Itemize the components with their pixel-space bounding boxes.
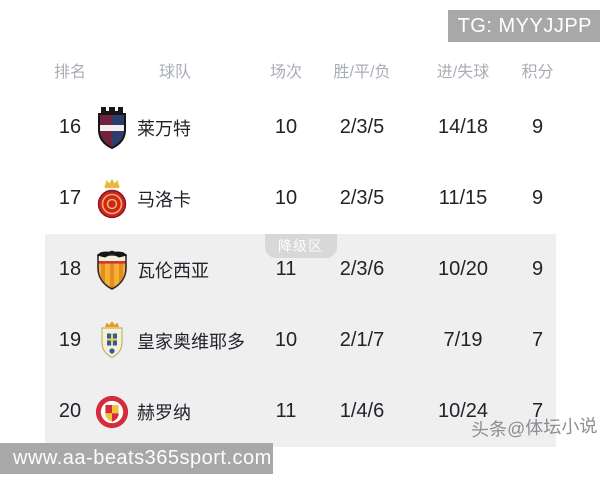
team-name: 赫罗纳	[137, 402, 191, 423]
table-row[interactable]: 17 马洛卡 10 2/3/5 11/15 9	[45, 163, 556, 234]
table-row[interactable]: 19 皇家奥维耶多 10 2/1/7 7/19 7	[45, 305, 556, 376]
team-name: 瓦伦西亚	[137, 260, 209, 281]
wdl-cell: 2/3/5	[339, 187, 385, 209]
header-points: 积分	[521, 64, 554, 81]
played-cell: 10	[274, 187, 298, 209]
rank-cell: 16	[58, 116, 82, 138]
goals-cell: 11/15	[438, 187, 488, 209]
standings-table: 排名 球队 场次 胜/平/负 进/失球 积分 16 莱万特 10 2/3/5 1…	[45, 48, 556, 447]
valencia-crest-icon	[95, 247, 129, 293]
table-rows-relegation: 18 瓦伦西亚 11 2/3/6 10/20 9 19	[45, 234, 556, 447]
points-cell: 7	[531, 329, 544, 351]
rank-cell: 17	[58, 187, 82, 209]
header-goals: 进/失球	[436, 64, 490, 81]
relegation-zone-label: 降级区	[278, 238, 323, 254]
played-cell: 11	[275, 400, 297, 422]
footer-url-bar: www.aa-beats365sport.com	[0, 443, 273, 474]
girona-crest-icon	[95, 389, 129, 435]
team-cell: 瓦伦西亚	[95, 247, 255, 293]
team-name: 马洛卡	[137, 189, 191, 210]
goals-cell: 10/20	[437, 258, 489, 280]
goals-cell: 14/18	[437, 116, 489, 138]
header-team: 球队	[158, 64, 191, 81]
rank-cell: 20	[58, 400, 82, 422]
played-cell: 10	[274, 329, 298, 351]
team-name: 皇家奥维耶多	[137, 331, 245, 352]
telegram-badge-text: TG: MYYJJPP	[457, 14, 592, 37]
team-cell: 莱万特	[95, 105, 255, 151]
telegram-badge: TG: MYYJJPP	[447, 10, 600, 42]
goals-cell: 10/24	[437, 400, 489, 422]
oviedo-crest-icon	[95, 318, 129, 364]
watermark-text: 头条@体坛小说	[470, 415, 598, 441]
points-cell: 9	[531, 258, 544, 280]
points-cell: 9	[531, 187, 544, 209]
mallorca-crest-icon	[95, 176, 129, 222]
team-name: 莱万特	[137, 118, 191, 139]
relegation-zone: 降级区 18 瓦伦西亚 11 2/3/6 10/20 9 19	[45, 234, 556, 447]
goals-cell: 7/19	[443, 329, 483, 351]
table-row[interactable]: 18 瓦伦西亚 11 2/3/6 10/20 9	[45, 234, 556, 305]
wdl-cell: 2/3/6	[339, 258, 385, 280]
points-cell: 9	[531, 116, 544, 138]
wdl-cell: 2/3/5	[339, 116, 385, 138]
team-cell: 马洛卡	[95, 176, 255, 222]
relegation-zone-tab: 降级区	[264, 234, 337, 258]
points-cell: 7	[531, 400, 544, 422]
team-cell: 皇家奥维耶多	[95, 318, 255, 364]
header-rank: 排名	[53, 64, 86, 81]
wdl-cell: 1/4/6	[339, 400, 385, 422]
played-cell: 10	[274, 116, 298, 138]
table-rows-normal: 16 莱万特 10 2/3/5 14/18 9 17	[45, 92, 556, 234]
played-cell: 11	[275, 258, 297, 280]
table-row[interactable]: 20 赫罗纳 11 1/4/6 10/24 7	[45, 376, 556, 447]
header-wdl: 胜/平/负	[333, 64, 391, 81]
wdl-cell: 2/1/7	[339, 329, 385, 351]
rank-cell: 18	[58, 258, 82, 280]
table-header-row: 排名 球队 场次 胜/平/负 进/失球 积分	[45, 48, 556, 92]
table-row[interactable]: 16 莱万特 10 2/3/5 14/18 9	[45, 92, 556, 163]
rank-cell: 19	[58, 329, 82, 351]
footer-url-text: www.aa-beats365sport.com	[13, 447, 272, 469]
header-played: 场次	[269, 64, 302, 81]
levante-crest-icon	[95, 105, 129, 151]
team-cell: 赫罗纳	[95, 389, 255, 435]
